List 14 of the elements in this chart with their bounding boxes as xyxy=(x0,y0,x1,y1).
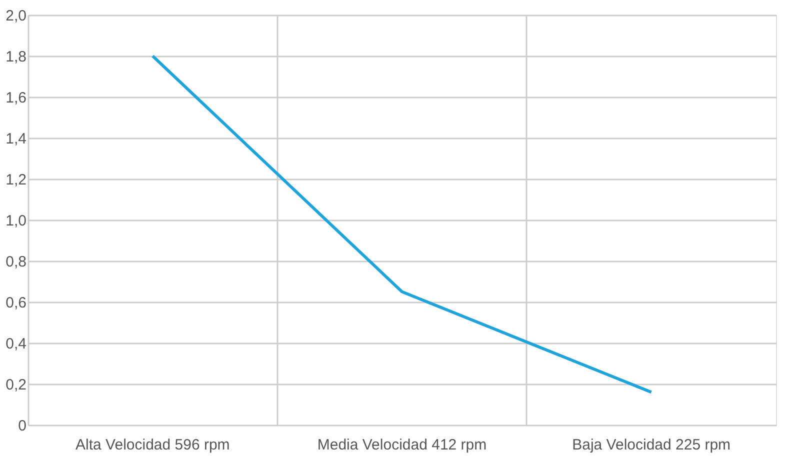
y-tick-label: 1,8 xyxy=(6,48,26,66)
y-tick-label: 0,2 xyxy=(6,376,26,394)
y-tick-label: 0,4 xyxy=(6,336,26,352)
y-tick-label: 1,2 xyxy=(6,172,26,188)
y-tick-label: 1,0 xyxy=(6,212,26,230)
y-tick-label: 1,6 xyxy=(6,90,26,106)
y-tick-label: 0 xyxy=(18,418,26,434)
x-tick-label: Alta Velocidad 596 rpm xyxy=(76,436,230,454)
x-tick-label: Media Velocidad 412 rpm xyxy=(317,436,487,454)
y-tick-label: 1,4 xyxy=(6,130,26,148)
y-tick-label: 2,0 xyxy=(6,8,26,24)
x-tick-label: Baja Velocidad 225 rpm xyxy=(572,436,731,454)
y-tick-label: 0,6 xyxy=(6,294,26,312)
y-tick-label: 0,8 xyxy=(6,254,26,270)
